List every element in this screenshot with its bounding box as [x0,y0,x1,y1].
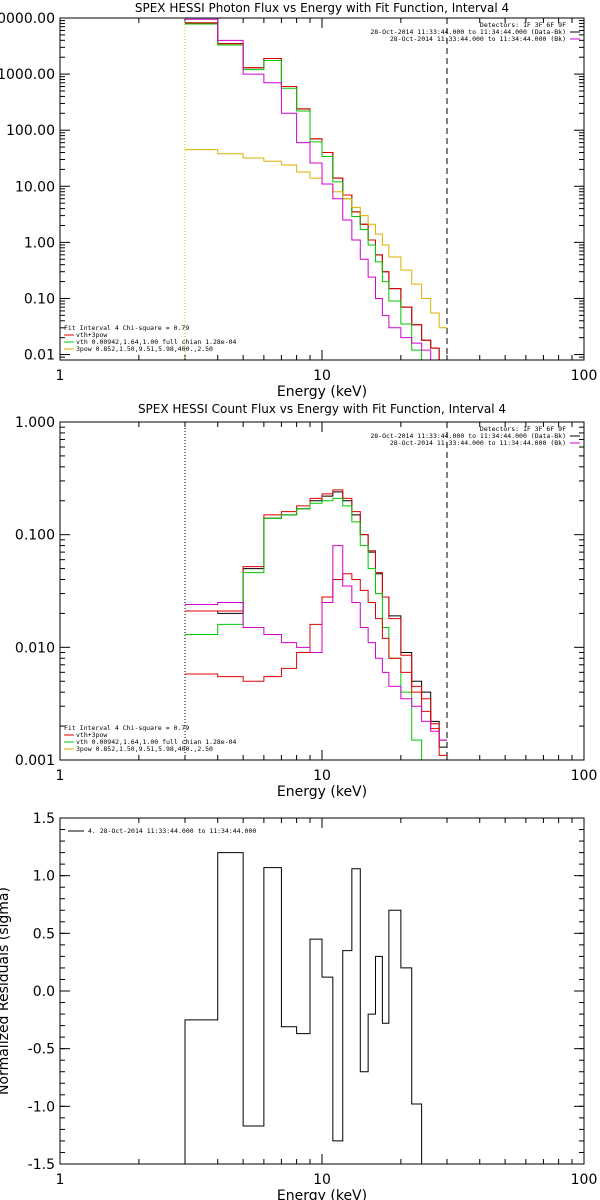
y-tick-label: 1.00 [24,235,55,251]
x-tick-label: 10 [313,368,331,384]
header-text: 28-Oct-2014 11:33:44.000 to 11:34:44.000… [370,28,566,36]
series-line [185,149,448,329]
y-tick-label: 1.000 [15,415,55,431]
y-tick-label: 0.5 [33,926,55,942]
y-tick-label: 0.10 [24,291,55,307]
y-tick-label: -1.5 [28,1157,55,1173]
series-line [185,18,448,360]
panel-1: SPEX HESSI Photon Flux vs Energy with Fi… [0,1,597,400]
chart-title: SPEX HESSI Count Flux vs Energy with Fit… [138,402,506,416]
y-tick-label: 1.5 [33,811,55,827]
x-axis-label: Energy (keV) [277,784,367,800]
header-text: 28-Oct-2014 11:33:44.000 to 11:34:44.000… [370,432,566,440]
panel-3: 1 10 100 -1.5 -1.0 -0.5 0.0 0.5 1.0 1.5 Energy (ke… [0,811,597,1200]
y-tick-label: -0.5 [28,1042,55,1058]
x-tick-label: 10 [313,768,331,784]
x-tick-label: 1 [56,768,65,784]
series-line [185,22,440,360]
y-tick-label: 10.00 [15,179,55,195]
y-axis-label: Normalized Residuals (sigma) [0,887,12,1095]
series-line [185,491,448,748]
fit-text: Fit Interval 4 Chi-square = 0.79 [64,724,189,732]
y-tick-label: 0000.00 [0,11,55,27]
y-tick-label: 0.010 [15,640,55,656]
fit-text: 3pow 0.852,1.50,9.51,5.98,400.,2.50 [76,345,213,353]
header-text: Detectors: 1F 3F 6F 9F [480,21,566,29]
fit-text: vth 0.00942,1.64,1.00 full chian 1.28e-0… [76,738,237,746]
series-line [185,545,448,741]
header-text: 28-Oct-2014 11:33:44.000 to 11:34:44.000… [390,35,566,43]
y-tick-label: 0.01 [24,348,55,364]
fit-text: vth+3pow [76,331,107,339]
x-tick-label: 1 [56,368,65,384]
panel-2: SPEX HESSI Count Flux vs Energy with Fit… [15,402,598,800]
header-text: Detectors: 1F 3F 6F 9F [480,425,566,433]
plot-frame [59,421,585,761]
y-tick-label: 1000.00 [0,67,55,83]
x-tick-label: 100 [571,1172,598,1188]
x-tick-label: 100 [571,768,598,784]
plot-area [184,18,448,360]
chart-title: SPEX HESSI Photon Flux vs Energy with Fi… [135,1,509,15]
series-line [185,489,448,756]
fit-text: 3pow 0.852,1.50,9.51,5.98,400.,2.50 [76,745,213,753]
plot-area [184,852,423,1164]
fit-text: vth 0.00942,1.64,1.00 full chian 1.28e-0… [76,338,237,346]
plot-area [184,422,448,760]
series-line [185,497,423,760]
series-line [185,573,448,741]
y-tick-label: 1.0 [33,869,55,885]
header-text: 28-Oct-2014 11:33:44.000 to 11:34:44.000… [390,439,566,447]
fit-text: Fit Interval 4 Chi-square = 0.79 [64,324,189,332]
x-tick-label: 100 [571,368,598,384]
x-tick-label: 10 [313,1172,331,1188]
fit-text: vth+3pow [76,731,107,739]
y-tick-label: 100.00 [6,123,55,139]
plot-frame [59,17,585,361]
legend-text: 4. 28-Oct-2014 11:33:44.000 to 11:34:44.… [88,827,256,835]
x-axis-label: Energy (keV) [277,1188,367,1200]
x-axis-label: Energy (keV) [277,384,367,400]
plot-frame [59,817,585,1165]
x-tick-label: 1 [56,1172,65,1188]
residual-line [184,852,423,1164]
y-tick-label: 0.001 [15,753,55,769]
y-tick-label: 0.0 [33,984,55,1000]
y-tick-label: 0.100 [15,528,55,544]
y-tick-label: -1.0 [28,1099,55,1115]
